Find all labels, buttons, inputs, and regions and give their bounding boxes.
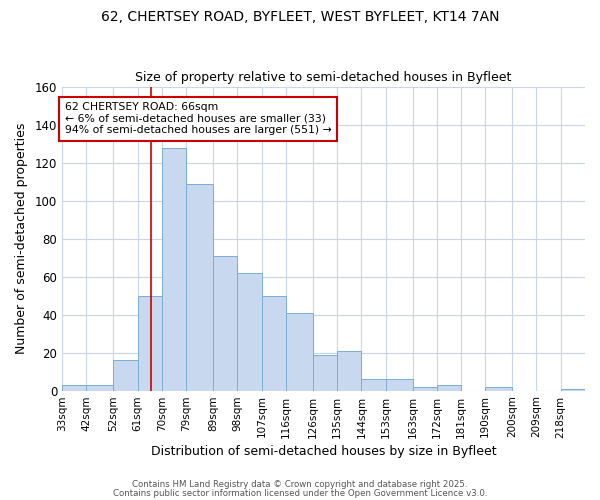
Bar <box>137 296 162 390</box>
Bar <box>162 148 186 390</box>
Bar <box>485 387 512 390</box>
X-axis label: Distribution of semi-detached houses by size in Byfleet: Distribution of semi-detached houses by … <box>151 444 496 458</box>
Bar <box>186 184 213 390</box>
Bar <box>113 360 137 390</box>
Bar <box>86 385 113 390</box>
Bar <box>62 385 86 390</box>
Title: Size of property relative to semi-detached houses in Byfleet: Size of property relative to semi-detach… <box>136 72 512 85</box>
Text: 62, CHERTSEY ROAD, BYFLEET, WEST BYFLEET, KT14 7AN: 62, CHERTSEY ROAD, BYFLEET, WEST BYFLEET… <box>101 10 499 24</box>
Text: 62 CHERTSEY ROAD: 66sqm
← 6% of semi-detached houses are smaller (33)
94% of sem: 62 CHERTSEY ROAD: 66sqm ← 6% of semi-det… <box>65 102 332 136</box>
Bar <box>213 256 238 390</box>
Bar <box>437 385 461 390</box>
Bar <box>386 379 413 390</box>
Bar <box>413 387 437 390</box>
Y-axis label: Number of semi-detached properties: Number of semi-detached properties <box>15 123 28 354</box>
Bar <box>313 354 337 390</box>
Text: Contains public sector information licensed under the Open Government Licence v3: Contains public sector information licen… <box>113 488 487 498</box>
Bar <box>262 296 286 390</box>
Bar <box>286 313 313 390</box>
Bar <box>561 388 585 390</box>
Bar <box>361 379 386 390</box>
Bar <box>238 273 262 390</box>
Text: Contains HM Land Registry data © Crown copyright and database right 2025.: Contains HM Land Registry data © Crown c… <box>132 480 468 489</box>
Bar <box>337 350 361 391</box>
